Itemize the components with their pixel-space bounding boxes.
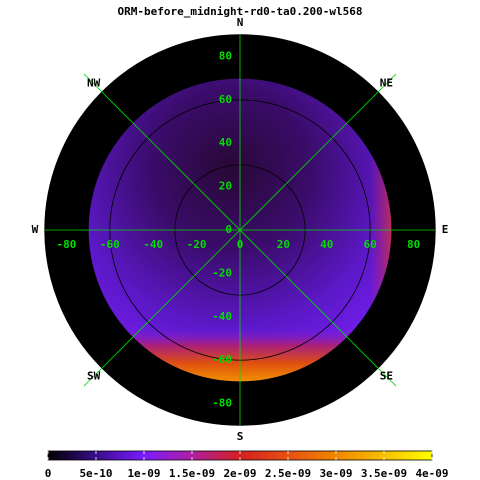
- direction-label: SW: [87, 369, 101, 382]
- x-tick-label: -80: [56, 238, 76, 251]
- y-tick-label: 0: [225, 223, 232, 236]
- colorbar-tick-label: 2e-09: [223, 467, 256, 480]
- colorbar-tick-label: 3e-09: [319, 467, 352, 480]
- x-tick-label: 20: [277, 238, 290, 251]
- colorbar-tick-label: 3.5e-09: [361, 467, 407, 480]
- x-tick-label: 40: [320, 238, 333, 251]
- y-tick-label: 60: [219, 93, 232, 106]
- direction-label: N: [237, 16, 244, 29]
- direction-label: SE: [380, 369, 393, 382]
- y-tick-label: 80: [219, 49, 232, 62]
- chart-title: ORM-before_midnight-rd0-ta0.200-wl568: [117, 5, 362, 18]
- colorbar-tick-label: 0: [45, 467, 52, 480]
- direction-label: NE: [380, 77, 393, 90]
- x-tick-label: 80: [407, 238, 420, 251]
- x-tick-label: -40: [143, 238, 163, 251]
- colorbar-tick-label: 4e-09: [415, 467, 448, 480]
- direction-label: S: [237, 430, 244, 443]
- y-tick-label: -40: [212, 310, 232, 323]
- colorbar-tick-label: 5e-10: [79, 467, 112, 480]
- y-tick-label: -80: [212, 397, 232, 410]
- colorbar-tick-label: 2.5e-09: [265, 467, 311, 480]
- x-tick-label: 0: [237, 238, 244, 251]
- direction-label: W: [32, 223, 39, 236]
- colorbar-tick-label: 1.5e-09: [169, 467, 215, 480]
- y-tick-label: -20: [212, 266, 232, 279]
- y-tick-label: -60: [212, 353, 232, 366]
- direction-label: E: [442, 223, 449, 236]
- direction-label: NW: [87, 77, 101, 90]
- x-tick-label: -20: [187, 238, 207, 251]
- x-tick-label: 60: [364, 238, 377, 251]
- colorbar-tick-label: 1e-09: [127, 467, 160, 480]
- x-tick-label: -60: [100, 238, 120, 251]
- y-tick-label: 40: [219, 136, 232, 149]
- grid-line: [83, 73, 397, 387]
- y-tick-label: 20: [219, 180, 232, 193]
